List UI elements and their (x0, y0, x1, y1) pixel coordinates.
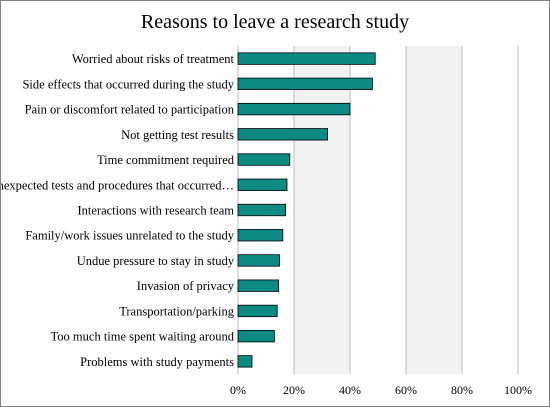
bar (237, 178, 288, 191)
x-tick-label: 20% (283, 383, 305, 397)
bar (237, 102, 351, 116)
x-tick-label: 60% (395, 383, 417, 397)
category-label: Too much time spent waiting around (51, 330, 235, 344)
bar (237, 279, 279, 292)
bar (237, 52, 376, 65)
bar (237, 254, 280, 267)
grid-band (294, 46, 350, 374)
bars (237, 52, 376, 368)
x-tick-label: 100% (504, 383, 532, 397)
x-axis-tick-labels: 0% 20% 40% 60% 80% 100% (230, 383, 532, 397)
category-label: Worried about risks of treatment (72, 52, 235, 66)
x-tick-label: 40% (339, 383, 361, 397)
category-label: Unexpected tests and procedures that occ… (1, 178, 234, 192)
bar (237, 304, 278, 318)
category-label: Not getting test results (121, 128, 234, 142)
bar (237, 77, 373, 90)
category-label: Undue pressure to stay in study (77, 254, 235, 268)
chart-title: Reasons to leave a research study (141, 11, 409, 33)
category-label: Problems with study payments (80, 355, 234, 369)
bar (237, 153, 291, 166)
category-label: Pain or discomfort related to participat… (25, 103, 235, 117)
category-label: Interactions with research team (77, 204, 234, 218)
category-label: Transportation/parking (119, 304, 235, 318)
x-tick-label: 80% (451, 383, 473, 397)
bar (237, 355, 253, 368)
category-label: Side effects that occurred during the st… (22, 77, 234, 91)
bar (237, 330, 275, 343)
grid-band (406, 46, 462, 374)
x-tick-label: 0% (230, 383, 246, 397)
category-label: Time commitment required (97, 153, 235, 167)
bar (237, 128, 328, 141)
category-label: Family/work issues unrelated to the stud… (25, 229, 234, 243)
category-label: Invasion of privacy (137, 279, 235, 293)
bar (237, 203, 286, 217)
gridlines (237, 46, 519, 374)
category-labels: Worried about risks of treatment Side eff… (1, 52, 235, 369)
bar (237, 229, 284, 242)
